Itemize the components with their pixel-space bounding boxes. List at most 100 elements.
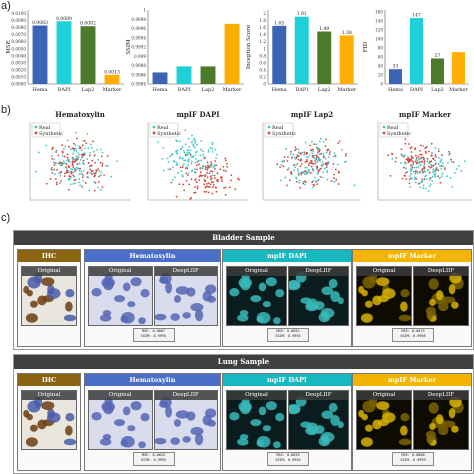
synthetic-point	[293, 164, 296, 167]
x-tick-label: Lap2	[318, 87, 331, 93]
y-tick-label: 140	[375, 19, 383, 24]
synthetic-point	[332, 163, 335, 166]
real-point	[424, 175, 426, 178]
nucleus	[273, 441, 281, 449]
real-point	[79, 158, 82, 161]
bar	[176, 66, 192, 84]
real-point	[191, 134, 193, 137]
legend-label: Synthetic	[157, 131, 181, 137]
nucleus	[102, 434, 112, 441]
marker-image: DeepLIIF	[413, 266, 469, 326]
nucleus	[428, 402, 439, 414]
synthetic-point	[83, 140, 86, 142]
synthetic-point	[325, 162, 328, 164]
synthetic-point	[314, 160, 316, 162]
synthetic-point	[309, 171, 312, 174]
real-point	[442, 165, 445, 168]
synthetic-point	[390, 152, 393, 155]
synthetic-point	[215, 186, 218, 189]
real-point	[296, 154, 299, 156]
nucleus	[322, 434, 329, 445]
synthetic-point	[410, 155, 413, 158]
synthetic-point	[421, 160, 424, 163]
real-point	[281, 160, 284, 163]
synthetic-point	[195, 181, 198, 184]
synthetic-point	[402, 155, 405, 158]
nucleus	[173, 419, 181, 427]
real-point	[207, 150, 210, 153]
real-point	[82, 179, 85, 182]
synthetic-point	[51, 148, 54, 150]
y-tick-label: 60	[378, 55, 384, 60]
data-label: 0.0083	[32, 20, 48, 26]
synthetic-point	[417, 155, 420, 158]
bar-chart-mse: 0.0000 0.0010 0.0020 0.0030 0.0040 0.0050 0.00…	[6, 10, 124, 93]
real-point	[84, 152, 86, 155]
dapi-section: mpIF DAPI Original DeepLIIF MSE: 0.0052 SSIM…	[222, 249, 352, 347]
synthetic-point	[75, 137, 78, 140]
synthetic-point	[415, 161, 418, 164]
synthetic-point	[81, 153, 84, 156]
hema-section: Hematoxylin Original DeepLIIF MSE: 0.0067 SS…	[84, 249, 221, 347]
marker-section: mpIF Marker Original DeepLIIF MSE: 0.0013 SS…	[352, 249, 472, 347]
synthetic-point	[55, 183, 58, 186]
real-point	[71, 168, 74, 171]
synthetic-point	[320, 167, 322, 170]
y-tick-label: 0.9994	[131, 35, 146, 40]
marker-section-title: mpIF Marker	[353, 250, 471, 262]
synthetic-point	[304, 170, 307, 173]
real-point	[50, 168, 53, 170]
synthetic-point	[94, 171, 97, 174]
synthetic-point	[86, 171, 89, 174]
synthetic-point	[210, 181, 213, 184]
real-point	[181, 164, 184, 167]
ihc-section: IHC Original	[17, 373, 81, 471]
synthetic-point	[299, 165, 302, 168]
synthetic-point	[54, 162, 57, 164]
tile-label: DeepLIIF	[289, 267, 348, 276]
synthetic-point	[207, 164, 209, 167]
y-axis-label: FID	[363, 41, 369, 52]
real-point	[311, 140, 313, 143]
synthetic-point	[97, 168, 100, 171]
real-point	[75, 150, 78, 152]
nucleus	[114, 295, 126, 303]
synthetic-point	[276, 163, 279, 166]
cell-texture	[425, 272, 464, 322]
synthetic-point	[314, 162, 317, 165]
synthetic-point	[66, 170, 69, 172]
metrics-box: MSE: 0.0008 SSIM: 0.9999	[392, 452, 434, 466]
legend-marker	[267, 125, 271, 129]
nucleus	[37, 419, 47, 430]
tile-label: Original	[22, 267, 76, 276]
real-point	[322, 163, 325, 165]
nucleus	[328, 402, 338, 413]
nucleus	[99, 314, 112, 322]
synthetic-point	[282, 165, 285, 168]
real-point	[311, 167, 314, 170]
legend-marker	[382, 125, 386, 129]
hema-image: DeepLIIF	[153, 266, 218, 326]
synthetic-point	[101, 186, 104, 188]
synthetic-point	[89, 168, 92, 171]
real-point	[82, 170, 85, 172]
synthetic-point	[222, 165, 225, 168]
synthetic-point	[311, 181, 314, 184]
synthetic-point	[224, 193, 227, 196]
real-point	[450, 160, 453, 163]
synthetic-point	[99, 161, 102, 164]
nucleus	[256, 439, 264, 447]
metric-line: MSE: 0.0013	[401, 329, 425, 333]
real-point	[76, 156, 79, 158]
real-point	[53, 158, 56, 161]
nucleus	[300, 421, 312, 428]
synthetic-point	[325, 163, 327, 166]
synthetic-point	[312, 162, 314, 165]
tile-label: Original	[357, 267, 411, 276]
real-point	[436, 168, 438, 171]
synthetic-point	[326, 149, 329, 152]
synthetic-point	[283, 156, 286, 159]
real-point	[457, 165, 460, 167]
synthetic-point	[295, 148, 298, 151]
real-point	[285, 148, 288, 150]
